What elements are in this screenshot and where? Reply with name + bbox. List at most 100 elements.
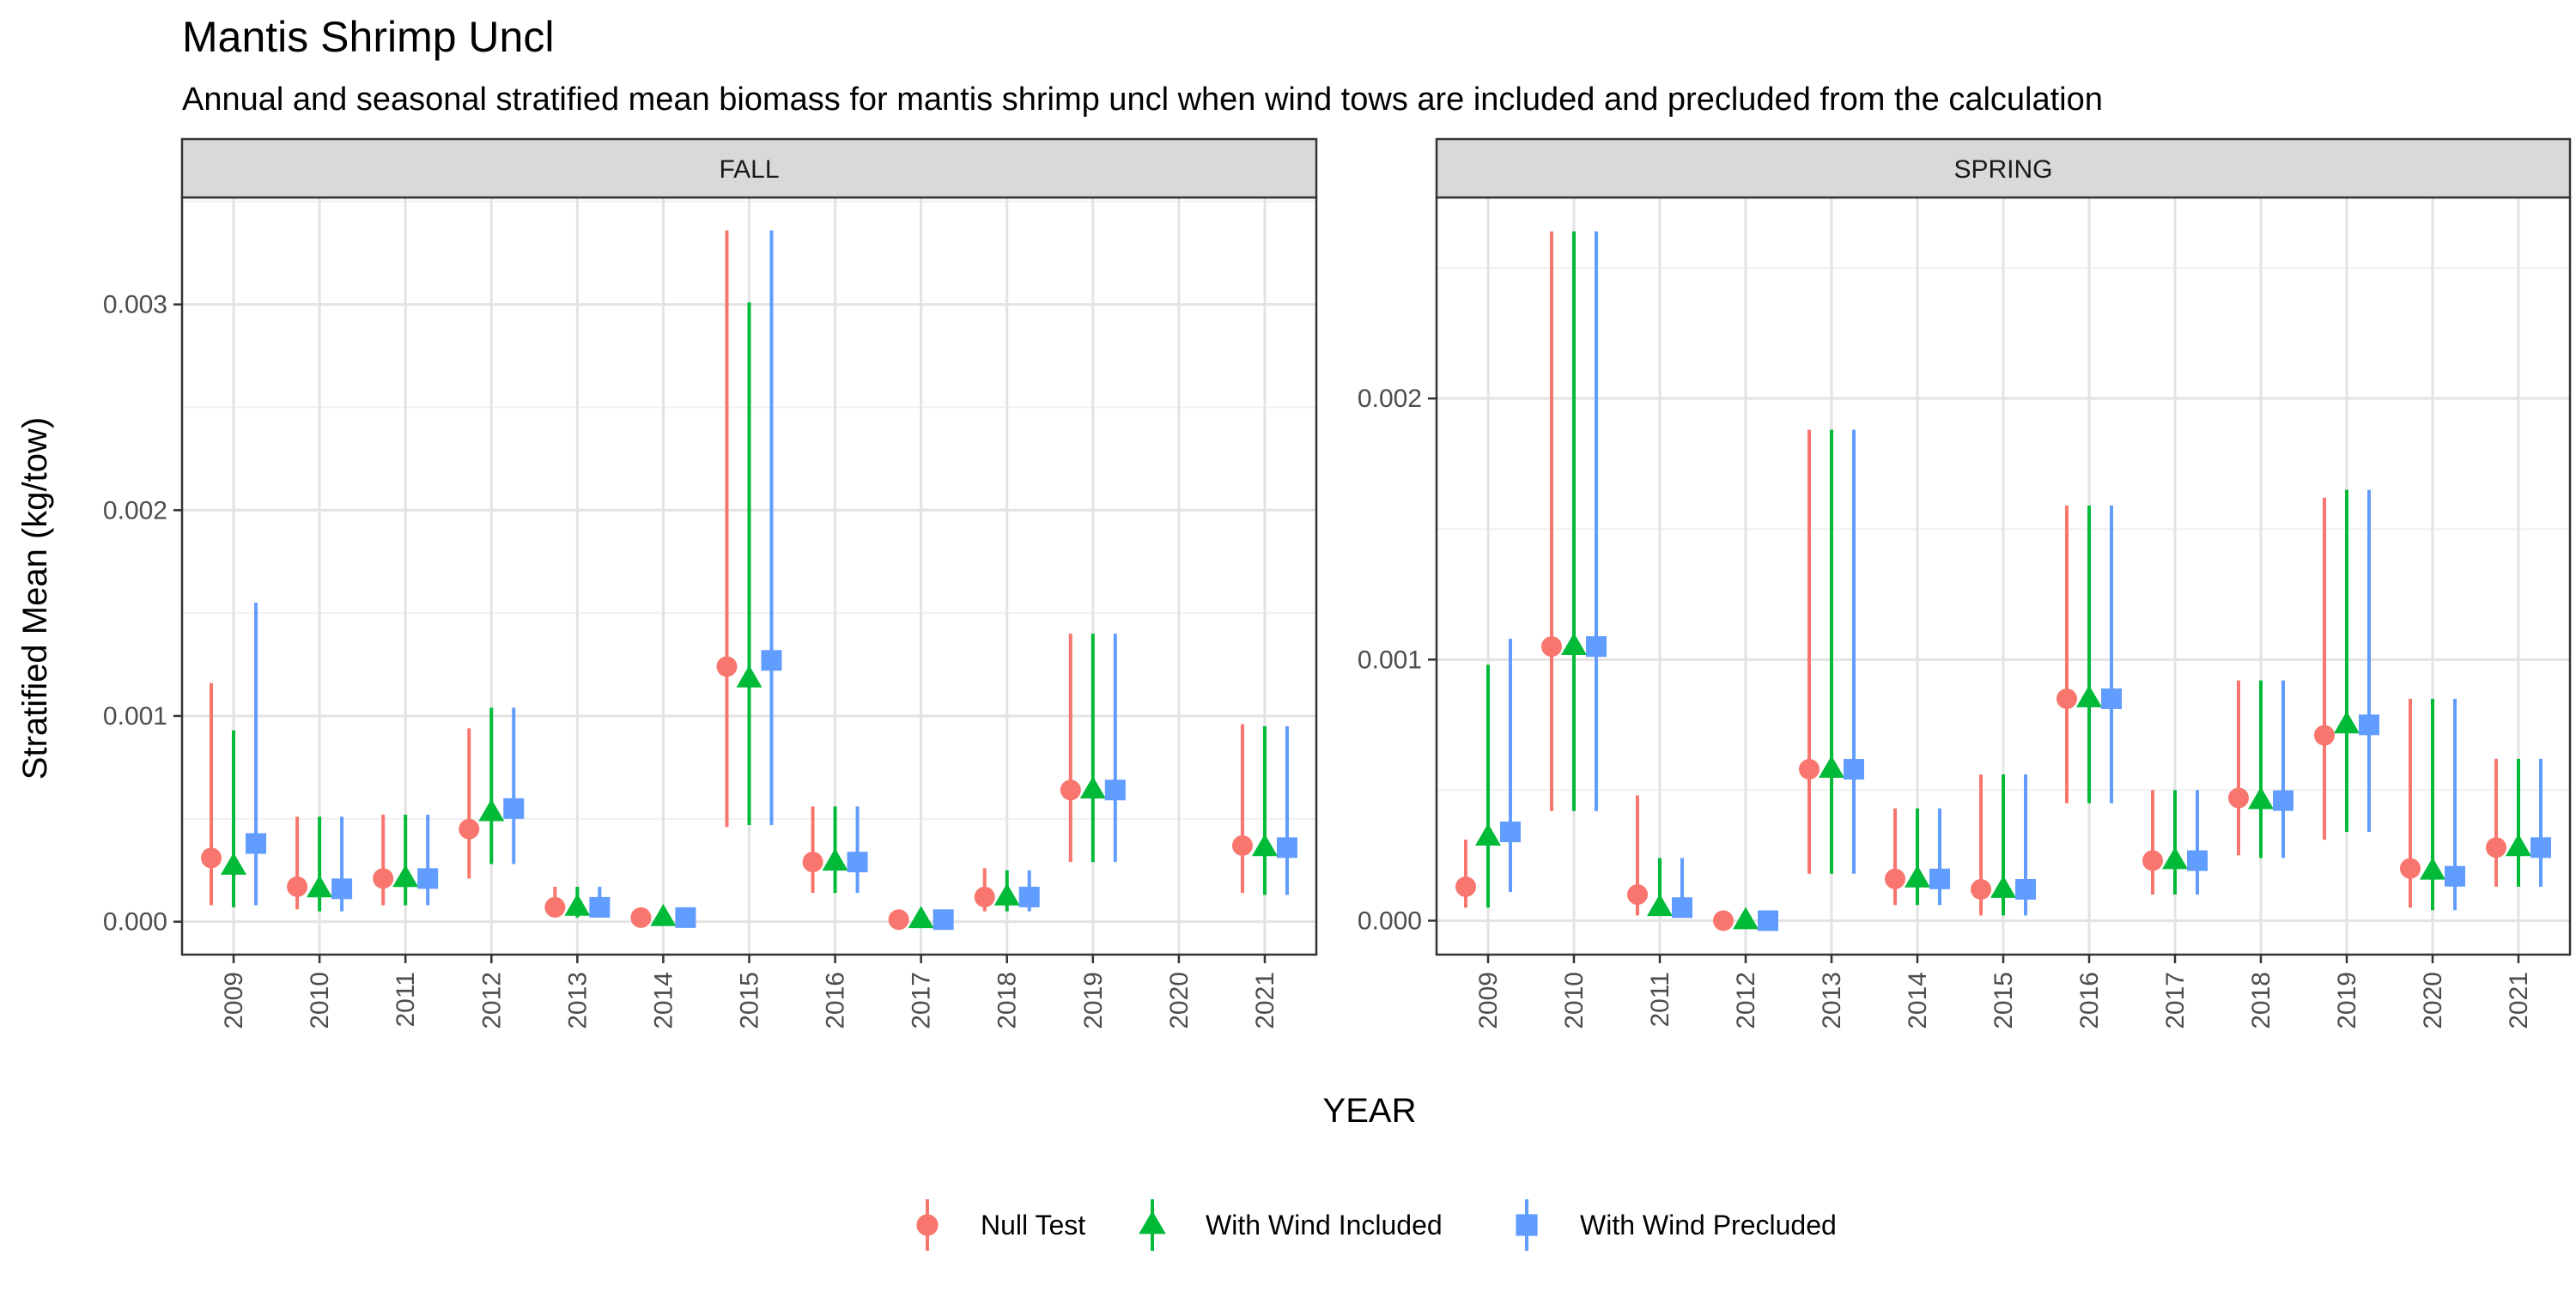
data-point: [1060, 779, 1081, 801]
data-point: [1455, 876, 1476, 897]
data-point: [2359, 714, 2379, 736]
data-point: [2273, 790, 2293, 811]
data-point: [287, 876, 308, 897]
facet-label: FALL: [719, 155, 779, 184]
x-tick-label: 2014: [1904, 972, 1932, 1029]
panel-fall: 0.000 0.001 0.002 0.003 FALL 2009 2010 2011 2012…: [103, 137, 1318, 1029]
x-tick-label: 2011: [392, 972, 420, 1028]
data-point: [1844, 759, 1864, 780]
data-point: [2015, 878, 2036, 900]
x-tick-label: 2016: [2075, 972, 2104, 1029]
data-point: [1672, 897, 1692, 919]
legend-key-marker: [916, 1214, 939, 1236]
x-tick-label: 2019: [1079, 972, 1108, 1029]
x-tick-label: 2013: [563, 972, 592, 1029]
data-point: [1276, 837, 1297, 858]
x-tick-label: 2015: [1990, 972, 2018, 1029]
legend-item-with-wind-included: With Wind Included: [1139, 1199, 1443, 1251]
data-point: [1018, 886, 1040, 907]
data-point: [2248, 786, 2274, 810]
data-point: [221, 852, 247, 875]
legend-key-marker: [1516, 1214, 1538, 1236]
series-with-wind-included-fall: [221, 302, 1278, 929]
data-point: [736, 664, 762, 688]
data-point: [1500, 822, 1521, 843]
x-tick-label: 2019: [2333, 972, 2361, 1029]
x-tick-label: 2020: [1165, 972, 1194, 1029]
data-point: [1713, 910, 1734, 931]
facet-strip: [1435, 137, 2572, 199]
data-point: [2445, 865, 2465, 887]
data-point: [503, 798, 525, 819]
x-tick-label: 2012: [477, 972, 506, 1029]
data-point: [1627, 884, 1648, 906]
data-point: [307, 875, 333, 898]
data-point: [392, 864, 419, 888]
data-point: [417, 868, 439, 889]
data-point: [589, 896, 611, 918]
data-point: [1586, 636, 1607, 658]
legend-item-with-wind-precluded: With Wind Precluded: [1516, 1199, 1837, 1251]
x-tick-label: 2009: [1474, 972, 1503, 1029]
data-point: [888, 909, 909, 931]
y-tick-label: 0.001: [103, 702, 167, 731]
legend-label: Null Test: [981, 1210, 1085, 1240]
data-point: [908, 906, 934, 929]
x-tick-label: 2011: [1646, 972, 1674, 1028]
legend-item-null-test: Null Test: [916, 1199, 1085, 1251]
x-tick-label: 2020: [2419, 972, 2447, 1029]
x-tick-label: 2016: [822, 972, 850, 1029]
data-point: [2076, 684, 2102, 707]
data-point: [2506, 834, 2531, 857]
y-tick-label: 0.002: [1358, 385, 1422, 413]
x-tick-label: 2018: [2247, 972, 2275, 1029]
x-axis-title: YEAR: [1323, 1092, 1417, 1130]
data-point: [675, 907, 696, 928]
data-point: [2334, 711, 2360, 734]
data-point: [802, 852, 823, 873]
data-point: [564, 893, 591, 916]
x-tick-label: 2014: [649, 972, 677, 1029]
series-with-wind-precluded-fall: [246, 230, 1297, 931]
data-point: [2228, 787, 2249, 809]
data-point: [2187, 850, 2208, 871]
x-tick-label: 2015: [736, 972, 764, 1029]
y-tick-label: 0.003: [103, 291, 167, 319]
data-point: [246, 833, 267, 854]
data-point: [2101, 688, 2122, 709]
data-point: [1971, 878, 1991, 900]
facet-strip: [180, 137, 1318, 199]
data-point: [373, 868, 394, 889]
chart-title: Mantis Shrimp Uncl: [182, 13, 554, 61]
data-point: [974, 886, 995, 907]
data-point: [1990, 875, 2016, 898]
data-point: [1079, 776, 1106, 799]
data-point: [544, 896, 566, 918]
data-point: [1231, 834, 1253, 856]
y-tick-label: 0.002: [103, 496, 167, 525]
data-point: [1541, 636, 1562, 658]
legend-label: With Wind Included: [1206, 1210, 1443, 1240]
x-tick-label: 2012: [1732, 972, 1760, 1029]
data-point: [2530, 837, 2551, 858]
x-tick-label: 2010: [306, 972, 334, 1029]
data-point: [459, 818, 480, 840]
data-point: [1799, 759, 1820, 780]
data-point: [2486, 837, 2506, 858]
series-with-wind-precluded-spring: [1500, 231, 2551, 931]
data-point: [1561, 633, 1587, 656]
x-tick-label: 2010: [1560, 972, 1589, 1029]
data-point: [478, 798, 505, 822]
data-point: [331, 878, 353, 900]
data-point: [716, 656, 738, 677]
data-point: [1647, 894, 1673, 917]
data-point: [1819, 755, 1844, 778]
x-tick-label: 2018: [993, 972, 1022, 1029]
data-point: [630, 907, 652, 928]
data-point: [1251, 834, 1278, 857]
y-tick-label: 0.000: [1358, 907, 1422, 935]
data-point: [933, 909, 954, 931]
data-point: [1758, 910, 1778, 931]
